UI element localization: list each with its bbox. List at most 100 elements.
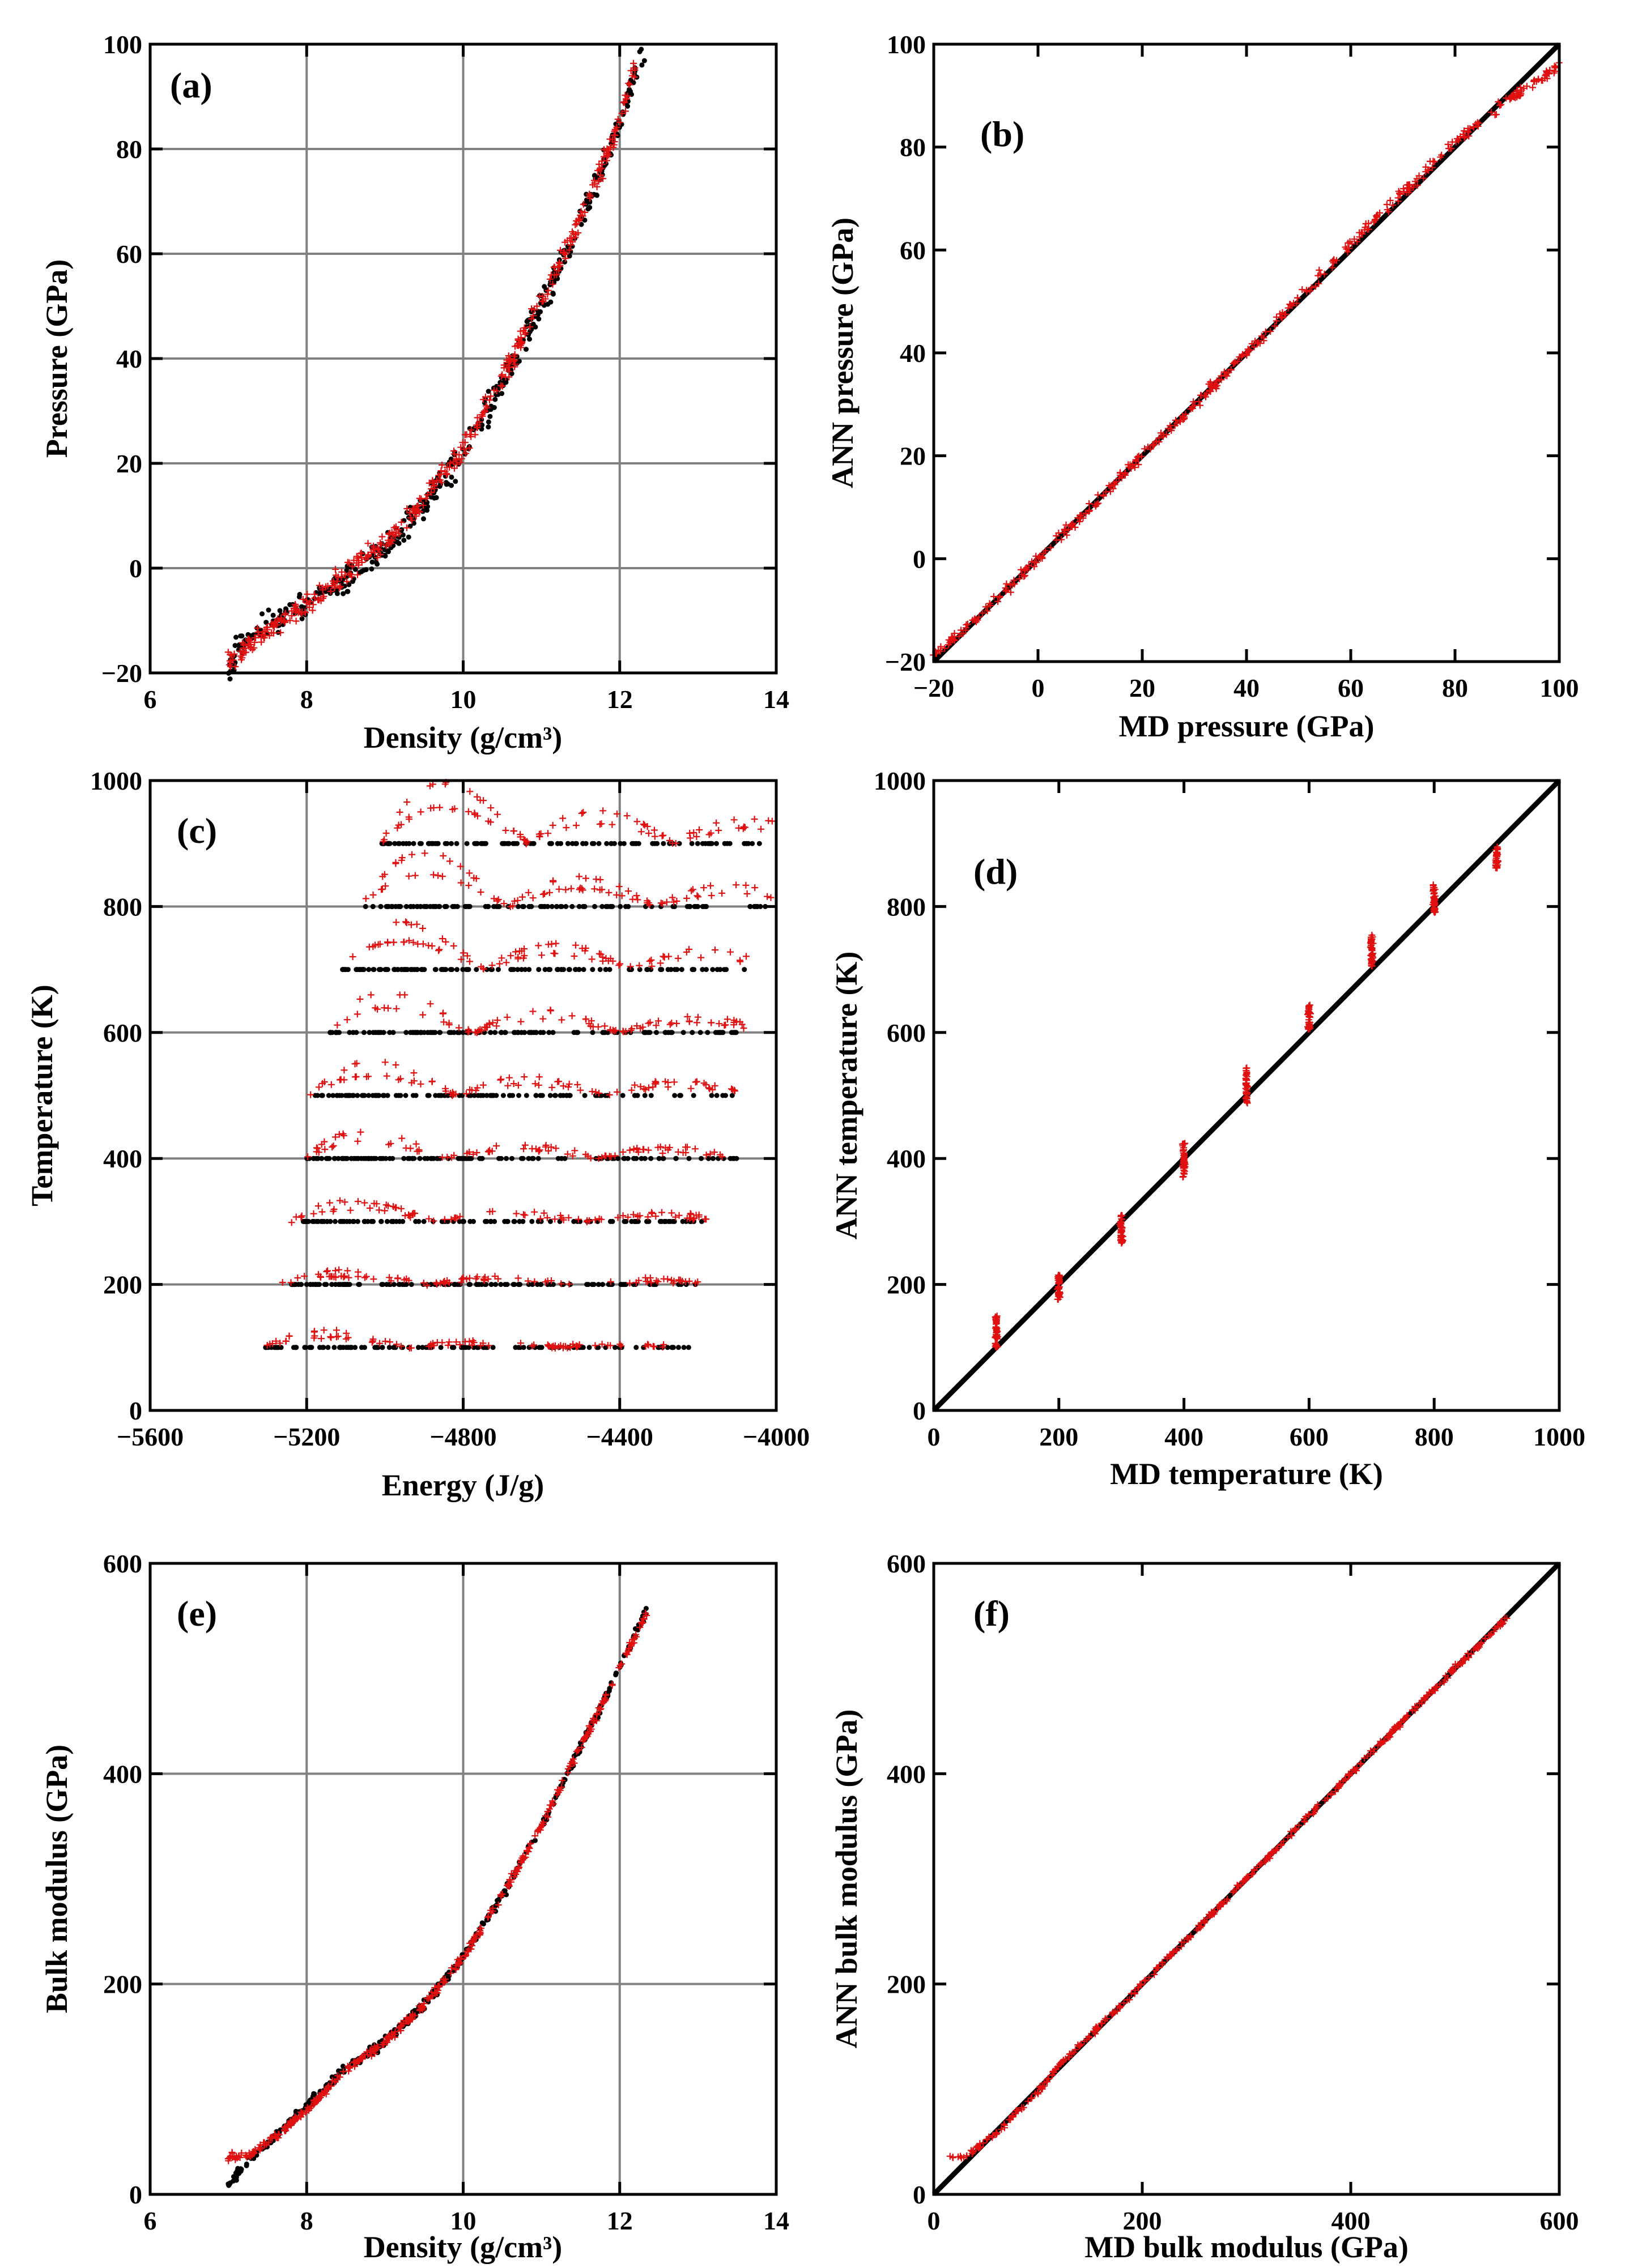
panel-c-md-point <box>566 967 572 973</box>
panel-c-ann-point <box>694 892 701 899</box>
panel-c-ylabel: Temperature (K) <box>25 984 59 1206</box>
panel-a-ann-point <box>561 238 569 246</box>
panel-a-md-point <box>486 419 491 425</box>
panel-c-md-point <box>590 841 595 846</box>
panel-c-ann-point <box>616 960 624 967</box>
panel-e-md-point <box>232 2174 237 2180</box>
panel-c-md-point <box>467 1282 473 1288</box>
panel-c-md-point <box>747 903 753 909</box>
panel-c-ann-point <box>450 942 457 949</box>
panel-b-ann-point <box>1461 134 1468 141</box>
panel-b-ann-point <box>1279 309 1286 316</box>
panel-b-ann-point <box>1167 422 1174 429</box>
panel-c-md-point <box>496 903 502 909</box>
panel-c-md-point <box>569 841 575 846</box>
panel-b-ann-point <box>1329 258 1337 265</box>
panel-a-ann-point <box>544 287 552 294</box>
panel-c-md-point <box>654 1030 659 1035</box>
panel-b-ann-point <box>1068 521 1075 528</box>
panel-c-ann-point <box>494 811 501 818</box>
panel-c-md-point <box>582 903 588 909</box>
panel-c-ann-point <box>356 995 364 1003</box>
panel-b-ann-point <box>1160 431 1167 438</box>
panel-c-md-point <box>390 1218 396 1224</box>
panel-a-ann-point <box>598 157 605 165</box>
panel-a-ann-point <box>377 541 385 548</box>
panel-a-ann-point <box>403 524 410 531</box>
panel-a-ann-point <box>622 92 629 99</box>
panel-c-md-point <box>526 903 532 909</box>
panel-b-ann-point <box>1023 564 1030 572</box>
panel-a-ann-point <box>556 260 563 267</box>
panel-c-md-point <box>517 1282 522 1288</box>
panel-a-ann-point <box>462 450 470 457</box>
panel-a-ann-point <box>560 249 568 255</box>
panel-c-ann-point <box>576 873 583 880</box>
panel-c-ann-point <box>504 1082 512 1089</box>
panel-b-ann-point <box>1022 565 1029 573</box>
panel-c-md-point <box>438 1345 444 1350</box>
panel-c-ann-point <box>314 1203 322 1209</box>
panel-b-ann-point <box>1258 332 1265 340</box>
panel-c-md-point <box>454 967 460 973</box>
panel-e-ytick-label: 0 <box>129 2180 142 2209</box>
panel-a-ytick-label: 80 <box>116 135 142 164</box>
panel-c-md-point <box>392 967 397 973</box>
panel-a-ann-point <box>424 491 431 498</box>
panel-c-md-point <box>416 1218 422 1224</box>
panel-c-md-point <box>492 1030 498 1035</box>
panel-c-ann-point <box>361 1199 368 1207</box>
panel-c-md-point <box>581 967 586 973</box>
panel-c-ann-point <box>485 1148 492 1156</box>
panel-b-ann-point <box>1315 280 1322 287</box>
panel-a-ann-point <box>479 396 487 403</box>
panel-a-md-point <box>232 643 238 649</box>
panel-c-ann-point <box>733 881 740 889</box>
panel-c-xlabel: Energy (J/g) <box>382 1468 544 1502</box>
panel-c-ann-point <box>286 1332 293 1340</box>
panel-c-ytick-label: 0 <box>129 1396 142 1425</box>
panel-c-ann-point <box>363 1273 370 1280</box>
panel-c-md-point <box>604 841 610 846</box>
panel-b-xtick-label: 60 <box>1338 673 1364 702</box>
panel-a-ann-point <box>403 505 411 512</box>
panel-a-md-point <box>453 479 458 484</box>
panel-a-ytick-label: −20 <box>101 659 142 688</box>
panel-c-ann-point <box>535 1073 543 1081</box>
panel-b-ann-point <box>1315 272 1322 279</box>
panel-c-md-point <box>720 1093 726 1098</box>
panel-d-ytick-label: 1000 <box>874 766 926 795</box>
panel-c-md-point <box>483 841 488 846</box>
panel-c-ann-point <box>593 876 600 883</box>
panel-c-ann-point <box>551 950 559 957</box>
panel-c-md-point <box>662 1030 668 1035</box>
panel-a-ann-point <box>311 594 318 602</box>
panel-a-ann-point <box>623 95 631 103</box>
panel-c-md-point <box>361 967 367 973</box>
panel-a-md-point <box>424 500 430 505</box>
panel-a-ann-point <box>511 351 518 358</box>
panel-d-label: (d) <box>973 851 1018 892</box>
panel-c-md-point <box>714 967 720 973</box>
panel-a-md-point <box>263 620 269 625</box>
panel-c-md-point <box>416 1345 421 1350</box>
panel-a-md-point <box>266 607 271 613</box>
panel-b-ann-point <box>1406 182 1413 189</box>
panel-c-ann-point <box>333 1327 340 1334</box>
panel-b-ann-point <box>1121 470 1129 478</box>
panel-a-ann-point <box>546 275 554 283</box>
panel-a-md-point <box>486 424 491 430</box>
panel-c-ann-point <box>477 796 484 804</box>
panel-a-ann-point <box>358 554 365 561</box>
panel-c-ann-point <box>321 1146 329 1153</box>
panel-c-md-point <box>463 967 469 973</box>
panel-a-ann-point <box>526 323 534 331</box>
panel-a-ann-point <box>531 306 538 313</box>
panel-a-ann-point <box>362 556 369 562</box>
panel-b-ann-point <box>1002 585 1009 592</box>
panel-b-ann-point <box>1541 75 1549 82</box>
panel-c-md-point <box>549 903 555 909</box>
panel-c-md-point <box>512 1218 517 1224</box>
panel-e-ylabel: Bulk modulus (GPa) <box>40 1745 74 2013</box>
panel-a-md-point <box>509 371 514 377</box>
